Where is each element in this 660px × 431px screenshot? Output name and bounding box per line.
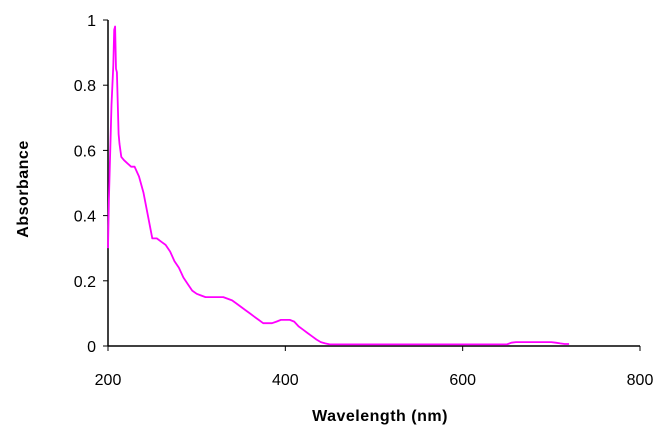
y-tick-label: 0: [87, 339, 96, 356]
plot-area: 200 400 600 800 0 0.2 0.4 0.6 0.8 1: [74, 13, 654, 389]
x-axis-ticks: 200 400 600 800: [95, 346, 654, 389]
x-axis-title: Wavelength (nm): [312, 408, 448, 425]
x-tick-label: 400: [272, 372, 299, 389]
y-tick-label: 1: [87, 13, 96, 30]
absorbance-series-line: [107, 25, 570, 346]
y-tick-label: 0.6: [74, 143, 96, 160]
x-tick-label: 600: [449, 372, 476, 389]
y-tick-label: 0.4: [74, 209, 96, 226]
y-axis-title: Absorbance: [15, 140, 32, 237]
x-tick-label: 200: [95, 372, 122, 389]
x-tick-label: 800: [627, 372, 654, 389]
series-layer: [107, 25, 570, 346]
y-tick-label: 0.2: [74, 274, 96, 291]
y-axis-ticks: 0 0.2 0.4 0.6 0.8 1: [74, 13, 108, 356]
y-tick-label: 0.8: [74, 78, 96, 95]
